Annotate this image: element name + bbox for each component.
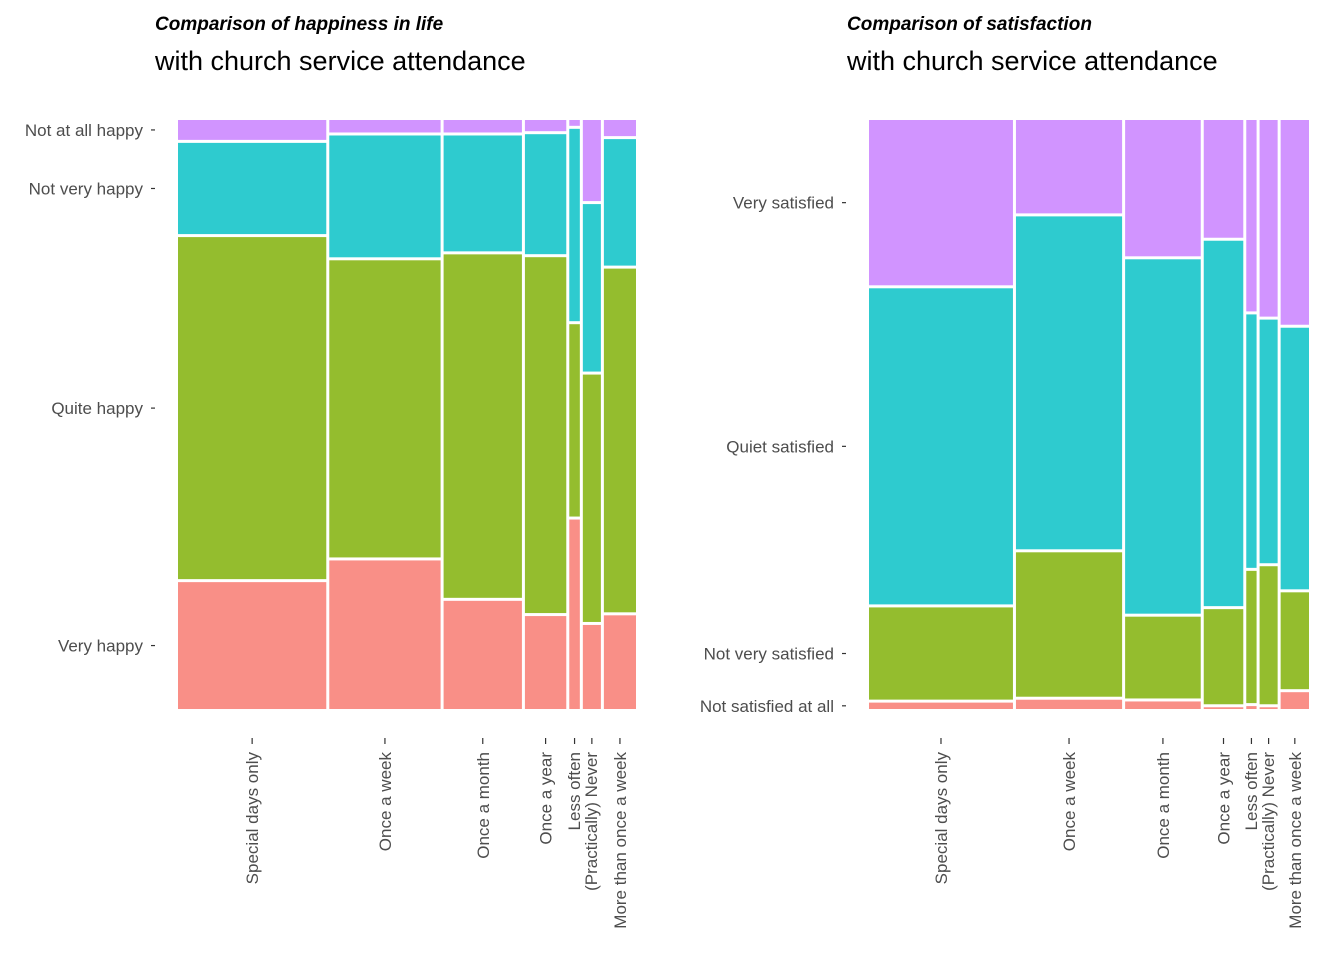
satisfaction-x-tick-label-5: More than once a week: [1286, 752, 1305, 929]
satisfaction-y-tick-label-2: Quiet satisfied: [726, 437, 834, 456]
happiness-y-tick-label-0: Very happy: [58, 637, 144, 656]
happiness-tile-0-2: [178, 142, 327, 235]
satisfaction-mosaic: Not satisfied at all Not very satisfied Qu…: [700, 120, 1309, 929]
happiness-tile-5-2: [582, 204, 601, 372]
left-chart-title: Comparison of happiness in life: [155, 14, 444, 35]
happiness-tile-5-3: [582, 120, 601, 202]
happiness-tile-0-0: [178, 582, 327, 710]
satisfaction-tile-0-0: [869, 702, 1013, 709]
happiness-x-tick-label-3: Once a year: [537, 752, 556, 845]
happiness-tile-1-2: [329, 135, 441, 258]
happiness-tile-5-1: [582, 374, 601, 622]
satisfaction-tile-6-3: [1280, 120, 1309, 325]
satisfaction-tile-2-0: [1125, 701, 1201, 709]
happiness-x-tick-label-5: More than once a week: [611, 752, 630, 929]
happiness-x-tick-label-1: Once a week: [376, 752, 395, 852]
happiness-tile-0-1: [178, 237, 327, 580]
happiness-y-tick-label-1: Quite happy: [51, 399, 143, 418]
happiness-tile-3-1: [524, 257, 567, 614]
satisfaction-tile-0-3: [869, 120, 1013, 286]
right-chart-subtitle: with church service attendance: [847, 46, 1218, 76]
happiness-tile-4-1: [569, 324, 580, 517]
happiness-tile-3-0: [524, 616, 567, 709]
satisfaction-tile-3-0: [1203, 707, 1244, 709]
happiness-tile-6-3: [603, 120, 636, 137]
satisfaction-x-tick-label-4: Less often(Practically) Never: [1242, 752, 1278, 891]
happiness-tile-2-3: [443, 120, 522, 133]
happiness-tile-2-1: [443, 254, 522, 598]
happiness-y-tick-label-3: Not at all happy: [25, 121, 144, 140]
satisfaction-y-tick-label-3: Very satisfied: [733, 194, 834, 213]
satisfaction-tile-1-2: [1015, 216, 1123, 550]
happiness-tile-6-1: [603, 268, 636, 613]
satisfaction-x-tick-label-2: Once a month: [1154, 752, 1173, 859]
satisfaction-tile-6-1: [1280, 592, 1309, 690]
happiness-tile-2-2: [443, 135, 522, 252]
happiness-tile-6-2: [603, 139, 636, 266]
happiness-y-tick-label-2: Not very happy: [29, 179, 144, 198]
satisfaction-tile-5-2: [1259, 319, 1278, 564]
satisfaction-tile-0-1: [869, 607, 1013, 700]
happiness-tile-0-3: [178, 120, 327, 140]
satisfaction-x-tick-label-4-line-0: Less often: [1242, 752, 1261, 830]
satisfaction-tile-3-1: [1203, 609, 1244, 705]
happiness-tile-4-3: [569, 120, 580, 126]
satisfaction-y-tick-label-0: Not satisfied at all: [700, 697, 834, 716]
satisfaction-tile-1-3: [1015, 120, 1123, 214]
satisfaction-tile-5-3: [1259, 120, 1278, 317]
happiness-x-tick-label-2: Once a month: [474, 752, 493, 859]
satisfaction-tile-1-0: [1015, 699, 1123, 709]
happiness-tile-1-0: [329, 560, 441, 709]
satisfaction-tile-4-3: [1246, 120, 1257, 312]
happiness-tile-3-2: [524, 134, 567, 255]
right-chart-title: Comparison of satisfaction: [847, 14, 1092, 35]
satisfaction-x-tick-label-4-line-1: (Practically) Never: [1259, 752, 1278, 891]
satisfaction-x-tick-label-0: Special days only: [932, 752, 951, 885]
satisfaction-tile-4-2: [1246, 314, 1257, 568]
satisfaction-tile-0-2: [869, 288, 1013, 605]
happiness-tile-6-0: [603, 615, 636, 709]
satisfaction-tile-4-1: [1246, 570, 1257, 704]
satisfaction-x-tick-label-3: Once a year: [1215, 752, 1234, 845]
satisfaction-tile-3-3: [1203, 120, 1244, 238]
happiness-tile-1-3: [329, 120, 441, 133]
happiness-x-tick-label-0: Special days only: [243, 752, 262, 885]
satisfaction-tile-2-1: [1125, 616, 1201, 699]
happiness-tile-4-2: [569, 128, 580, 322]
satisfaction-tile-3-2: [1203, 240, 1244, 607]
happiness-x-tick-label-4: Less often(Practically) Never: [565, 752, 601, 891]
happiness-mosaic: Very happy Quite happy Not very happy Not a…: [25, 120, 636, 929]
satisfaction-tile-5-0: [1259, 707, 1278, 709]
satisfaction-tile-2-2: [1125, 259, 1201, 614]
happiness-tile-3-3: [524, 120, 567, 132]
satisfaction-tile-4-0: [1246, 706, 1257, 709]
happiness-tile-2-0: [443, 600, 522, 709]
happiness-tile-4-0: [569, 519, 580, 709]
satisfaction-tile-2-3: [1125, 120, 1201, 257]
happiness-tile-5-0: [582, 624, 601, 709]
satisfaction-tile-5-1: [1259, 566, 1278, 705]
happiness-x-tick-label-4-line-0: Less often: [565, 752, 584, 830]
satisfaction-tile-6-2: [1280, 327, 1309, 590]
happiness-x-tick-label-4-line-1: (Practically) Never: [582, 752, 601, 891]
satisfaction-tile-6-0: [1280, 692, 1309, 709]
left-chart-subtitle: with church service attendance: [155, 46, 526, 76]
satisfaction-tile-1-1: [1015, 552, 1123, 697]
happiness-tile-1-1: [329, 260, 441, 558]
satisfaction-x-tick-label-1: Once a week: [1060, 752, 1079, 852]
satisfaction-y-tick-label-1: Not very satisfied: [704, 645, 834, 664]
